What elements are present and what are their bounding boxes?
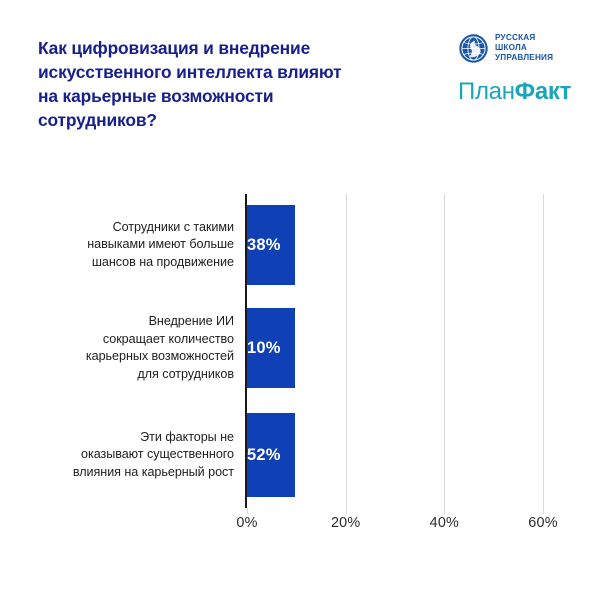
planfakt-logo-fakt: Факт (514, 78, 572, 105)
bar[interactable]: 52% (247, 413, 295, 497)
tick-mark (444, 508, 446, 514)
rsu-logo: РУССКАЯ ШКОЛА УПРАВЛЕНИЯ (458, 30, 584, 66)
header: Как цифровизация и внедрение искусственн… (0, 0, 600, 150)
bar-value-label: 38% (247, 235, 281, 254)
x-tick-label: 0% (236, 515, 258, 531)
bar-value-label: 10% (247, 338, 281, 357)
category-label: Внедрение ИИ сокращает количество карьер… (85, 314, 234, 381)
tick-mark (247, 508, 248, 514)
x-tick-label: 20% (330, 515, 361, 531)
tick-mark (345, 508, 347, 514)
x-tick-label: 60% (528, 515, 558, 531)
x-tick-label: 40% (429, 515, 460, 531)
gridline (444, 194, 446, 508)
logo-block: РУССКАЯ ШКОЛА УПРАВЛЕНИЯ ПланФакт (458, 30, 584, 105)
bar-value-label: 52% (247, 445, 281, 464)
page-title: Как цифровизация и внедрение искусственн… (38, 38, 342, 130)
gridline (543, 194, 544, 508)
bar[interactable]: 38% (247, 205, 295, 285)
bar-row: 38% (247, 205, 434, 285)
globe-icon (458, 33, 489, 64)
y-axis-line (245, 194, 248, 508)
rsu-logo-text: РУССКАЯ ШКОЛА УПРАВЛЕНИЯ (495, 32, 554, 63)
bar-row: 52% (247, 413, 504, 497)
category-label: Эти факторы не оказывают существенного в… (72, 429, 234, 479)
planfakt-logo-plan: План (458, 78, 515, 105)
planfakt-logo: ПланФакт (458, 79, 584, 105)
bar[interactable]: 10% (247, 308, 295, 388)
bar-row: 10% (247, 308, 296, 388)
gridline (345, 194, 347, 508)
category-label: Сотрудники с такими навыками имеют больш… (87, 219, 234, 269)
tick-mark (543, 508, 544, 514)
